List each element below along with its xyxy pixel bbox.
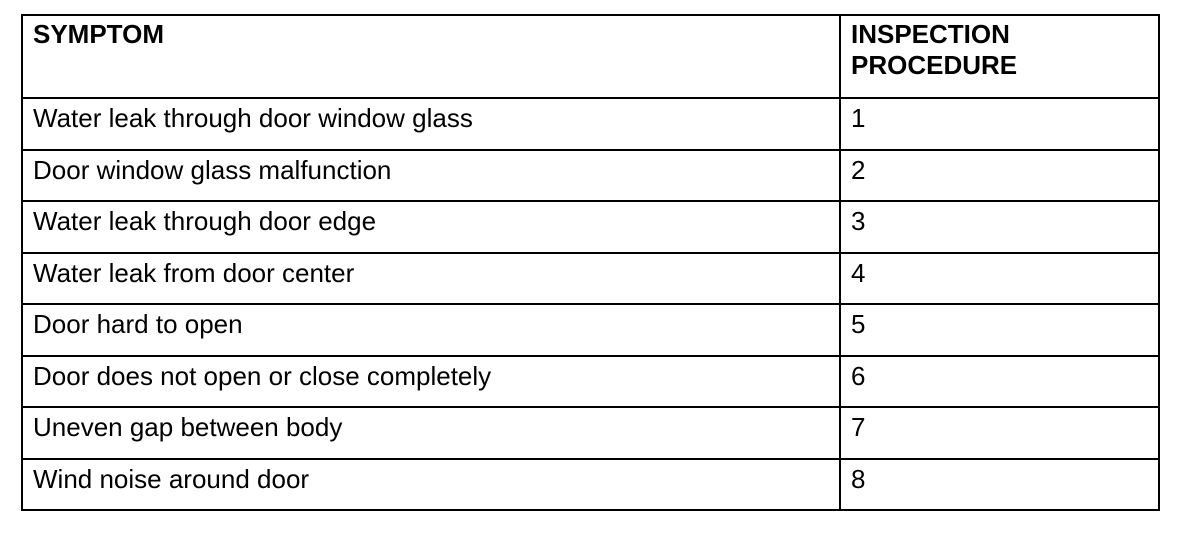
procedure-cell: 1: [839, 97, 1160, 151]
procedure-cell: 4: [839, 251, 1160, 305]
symptom-cell: Uneven gap between body: [21, 406, 841, 460]
symptom-cell: Door window glass malfunction: [21, 148, 841, 202]
symptom-cell: Water leak through door window glass: [21, 97, 841, 151]
header-row: SYMPTOM INSPECTION PROCEDURE: [21, 14, 1160, 99]
table-row: Uneven gap between body 7: [21, 406, 1160, 460]
procedure-cell: 3: [839, 200, 1160, 254]
symptom-cell: Door hard to open: [21, 303, 841, 357]
symptom-cell: Wind noise around door: [21, 457, 841, 511]
symptom-cell: Water leak through door edge: [21, 200, 841, 254]
symptom-table: SYMPTOM INSPECTION PROCEDURE Water leak …: [21, 14, 1160, 511]
header-inspection-procedure: INSPECTION PROCEDURE: [839, 14, 1160, 99]
table-row: Door hard to open 5: [21, 303, 1160, 357]
table-row: Water leak through door edge 3: [21, 200, 1160, 254]
table-row: Door does not open or close completely 6: [21, 354, 1160, 408]
procedure-cell: 2: [839, 148, 1160, 202]
table-row: Water leak through door window glass 1: [21, 97, 1160, 151]
header-symptom: SYMPTOM: [21, 14, 841, 99]
symptom-cell: Door does not open or close completely: [21, 354, 841, 408]
table-row: Door window glass malfunction 2: [21, 148, 1160, 202]
procedure-cell: 5: [839, 303, 1160, 357]
procedure-cell: 6: [839, 354, 1160, 408]
procedure-cell: 8: [839, 457, 1160, 511]
table-row: Water leak from door center 4: [21, 251, 1160, 305]
procedure-cell: 7: [839, 406, 1160, 460]
table-row: Wind noise around door 8: [21, 457, 1160, 511]
symptom-cell: Water leak from door center: [21, 251, 841, 305]
